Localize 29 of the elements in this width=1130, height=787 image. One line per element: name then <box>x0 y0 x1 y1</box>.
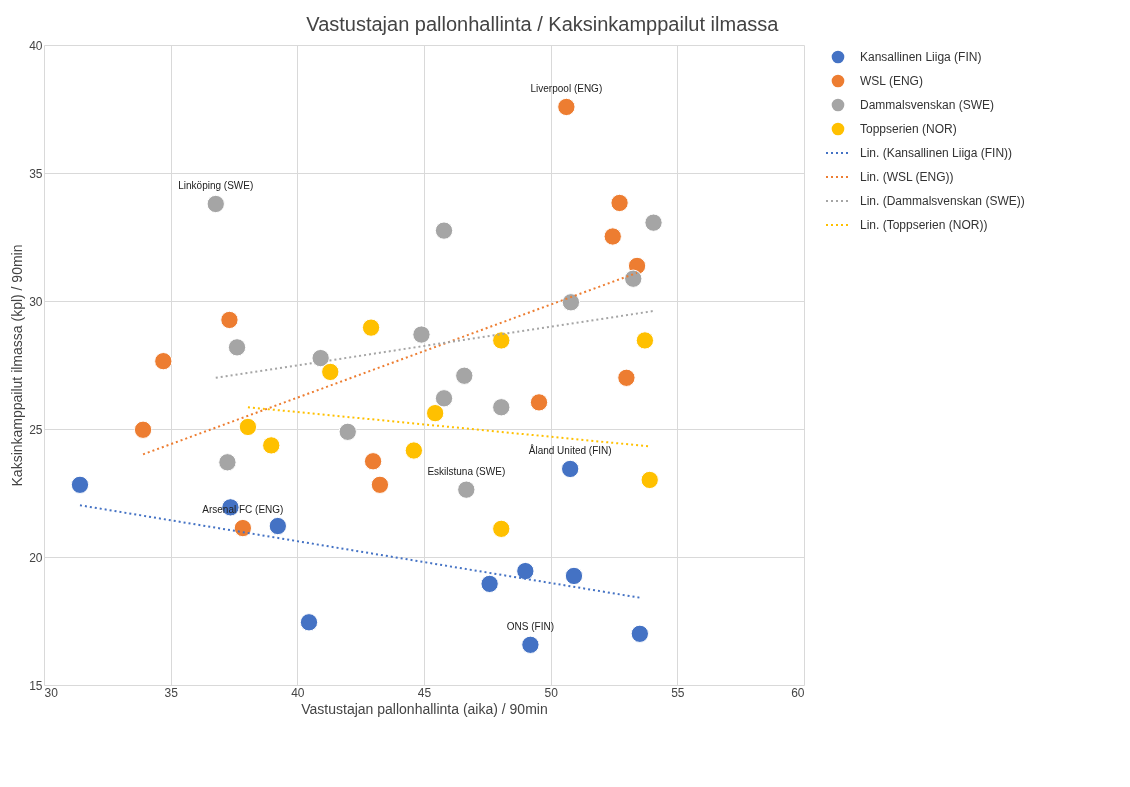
y-tick-label: 35 <box>29 166 43 181</box>
legend-label: Lin. (Dammalsvenskan (SWE)) <box>860 194 1025 208</box>
legend-label: Lin. (WSL (ENG)) <box>860 170 954 184</box>
x-tick-label: 30 <box>44 685 59 700</box>
y-tick-label: 30 <box>29 294 43 309</box>
legend-label: Lin. (Toppserien (NOR)) <box>860 218 988 232</box>
x-axis-title: Vastustajan pallonhallinta (aika) / 90min <box>301 700 548 717</box>
annotation: Åland United (FIN) <box>528 443 612 456</box>
x-tick-label: 50 <box>544 685 559 700</box>
x-tick-label: 55 <box>671 685 685 700</box>
y-axis-title: Kaksinkamppailut ilmassa (kpl) / 90min <box>9 244 26 487</box>
legend-label: Lin. (Kansallinen Liiga (FIN)) <box>860 146 1013 160</box>
annotation: Liverpool (ENG) <box>530 82 603 94</box>
y-tick-label: 15 <box>29 678 43 693</box>
y-tick-label: 40 <box>29 38 43 53</box>
annotation: ONS (FIN) <box>506 620 555 632</box>
annotation: Eskilstuna (SWE) <box>427 465 506 477</box>
legend-label: Dammalsvenskan (SWE) <box>860 98 995 112</box>
x-tick-label: 35 <box>164 685 179 700</box>
x-tick-label: 40 <box>291 685 305 700</box>
x-tick-label: 60 <box>791 685 805 700</box>
x-tick-label: 45 <box>417 685 432 700</box>
legend-label: Kansallinen Liiga (FIN) <box>860 50 982 64</box>
legend-label: WSL (ENG) <box>860 74 923 88</box>
legend-label: Toppserien (NOR) <box>860 122 957 136</box>
y-tick-label: 25 <box>29 422 43 437</box>
chart-title: Vastustajan pallonhallinta / Kaksinkamppailut ilmassa <box>306 13 780 35</box>
annotation: Linköping (SWE) <box>178 179 254 191</box>
y-tick-label: 20 <box>29 550 43 565</box>
